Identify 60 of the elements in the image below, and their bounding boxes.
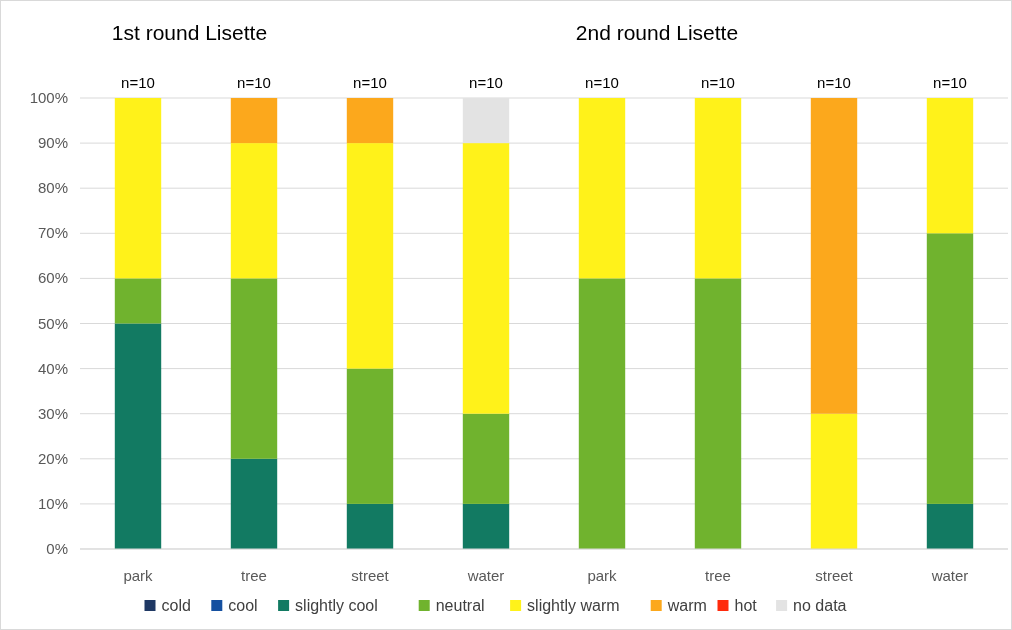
text: n=10 bbox=[121, 74, 155, 91]
bar bbox=[230, 98, 278, 144]
text: n=10 bbox=[817, 74, 851, 91]
bar bbox=[926, 98, 974, 234]
bar bbox=[230, 143, 278, 279]
bar bbox=[114, 98, 162, 279]
legend-label: cold bbox=[161, 597, 191, 614]
legend-label: slightly cool bbox=[295, 597, 378, 614]
x-tick-label: park bbox=[587, 567, 618, 584]
y-tick-label: 60% bbox=[37, 269, 68, 287]
bar bbox=[926, 233, 974, 504]
y-tick-label: 40% bbox=[37, 359, 68, 377]
text: 2nd round Lisette bbox=[575, 21, 739, 44]
bar bbox=[346, 368, 394, 504]
bar bbox=[230, 278, 278, 459]
bar bbox=[462, 413, 510, 504]
legend-label: neutral bbox=[435, 597, 485, 614]
bar bbox=[578, 278, 626, 549]
bar bbox=[926, 503, 974, 549]
x-tick-label: water bbox=[466, 567, 505, 584]
legend-label: cool bbox=[228, 597, 258, 614]
bar bbox=[230, 458, 278, 549]
bar bbox=[346, 143, 394, 369]
x-tick-label: park bbox=[123, 567, 154, 584]
x-tick-label: tree bbox=[705, 567, 731, 584]
x-tick-label: water bbox=[930, 567, 969, 584]
bar bbox=[462, 503, 510, 549]
y-tick-label: 80% bbox=[37, 179, 68, 197]
bar bbox=[810, 98, 858, 414]
y-tick-label: 90% bbox=[37, 134, 68, 152]
x-tick-label: street bbox=[815, 567, 854, 584]
x-tick-label: tree bbox=[241, 567, 267, 584]
y-tick-label: 70% bbox=[37, 224, 68, 242]
text: 1st round Lisette bbox=[111, 21, 268, 44]
text: n=10 bbox=[585, 74, 619, 91]
bar bbox=[346, 503, 394, 549]
legend-label: hot bbox=[734, 597, 758, 614]
legend-label: warm bbox=[666, 597, 707, 614]
legend-label: no data bbox=[793, 597, 847, 614]
bar bbox=[114, 323, 162, 549]
legend-label: slightly warm bbox=[527, 597, 620, 614]
bar bbox=[810, 413, 858, 549]
text: n=10 bbox=[469, 74, 503, 91]
bar bbox=[462, 143, 510, 414]
bar bbox=[346, 98, 394, 144]
bar bbox=[114, 278, 162, 324]
text: n=10 bbox=[237, 74, 271, 91]
y-tick-label: 10% bbox=[37, 494, 68, 512]
text: n=10 bbox=[353, 74, 387, 91]
y-tick-label: 0% bbox=[46, 540, 68, 557]
x-tick-label: street bbox=[351, 567, 390, 584]
y-tick-label: 100% bbox=[29, 89, 68, 106]
bar bbox=[578, 98, 626, 279]
y-tick-label: 30% bbox=[37, 404, 68, 422]
bar bbox=[694, 98, 742, 279]
y-tick-label: 50% bbox=[37, 314, 68, 332]
text: n=10 bbox=[933, 74, 967, 91]
text: n=10 bbox=[701, 74, 735, 91]
bar bbox=[694, 278, 742, 549]
y-tick-label: 20% bbox=[37, 449, 68, 467]
